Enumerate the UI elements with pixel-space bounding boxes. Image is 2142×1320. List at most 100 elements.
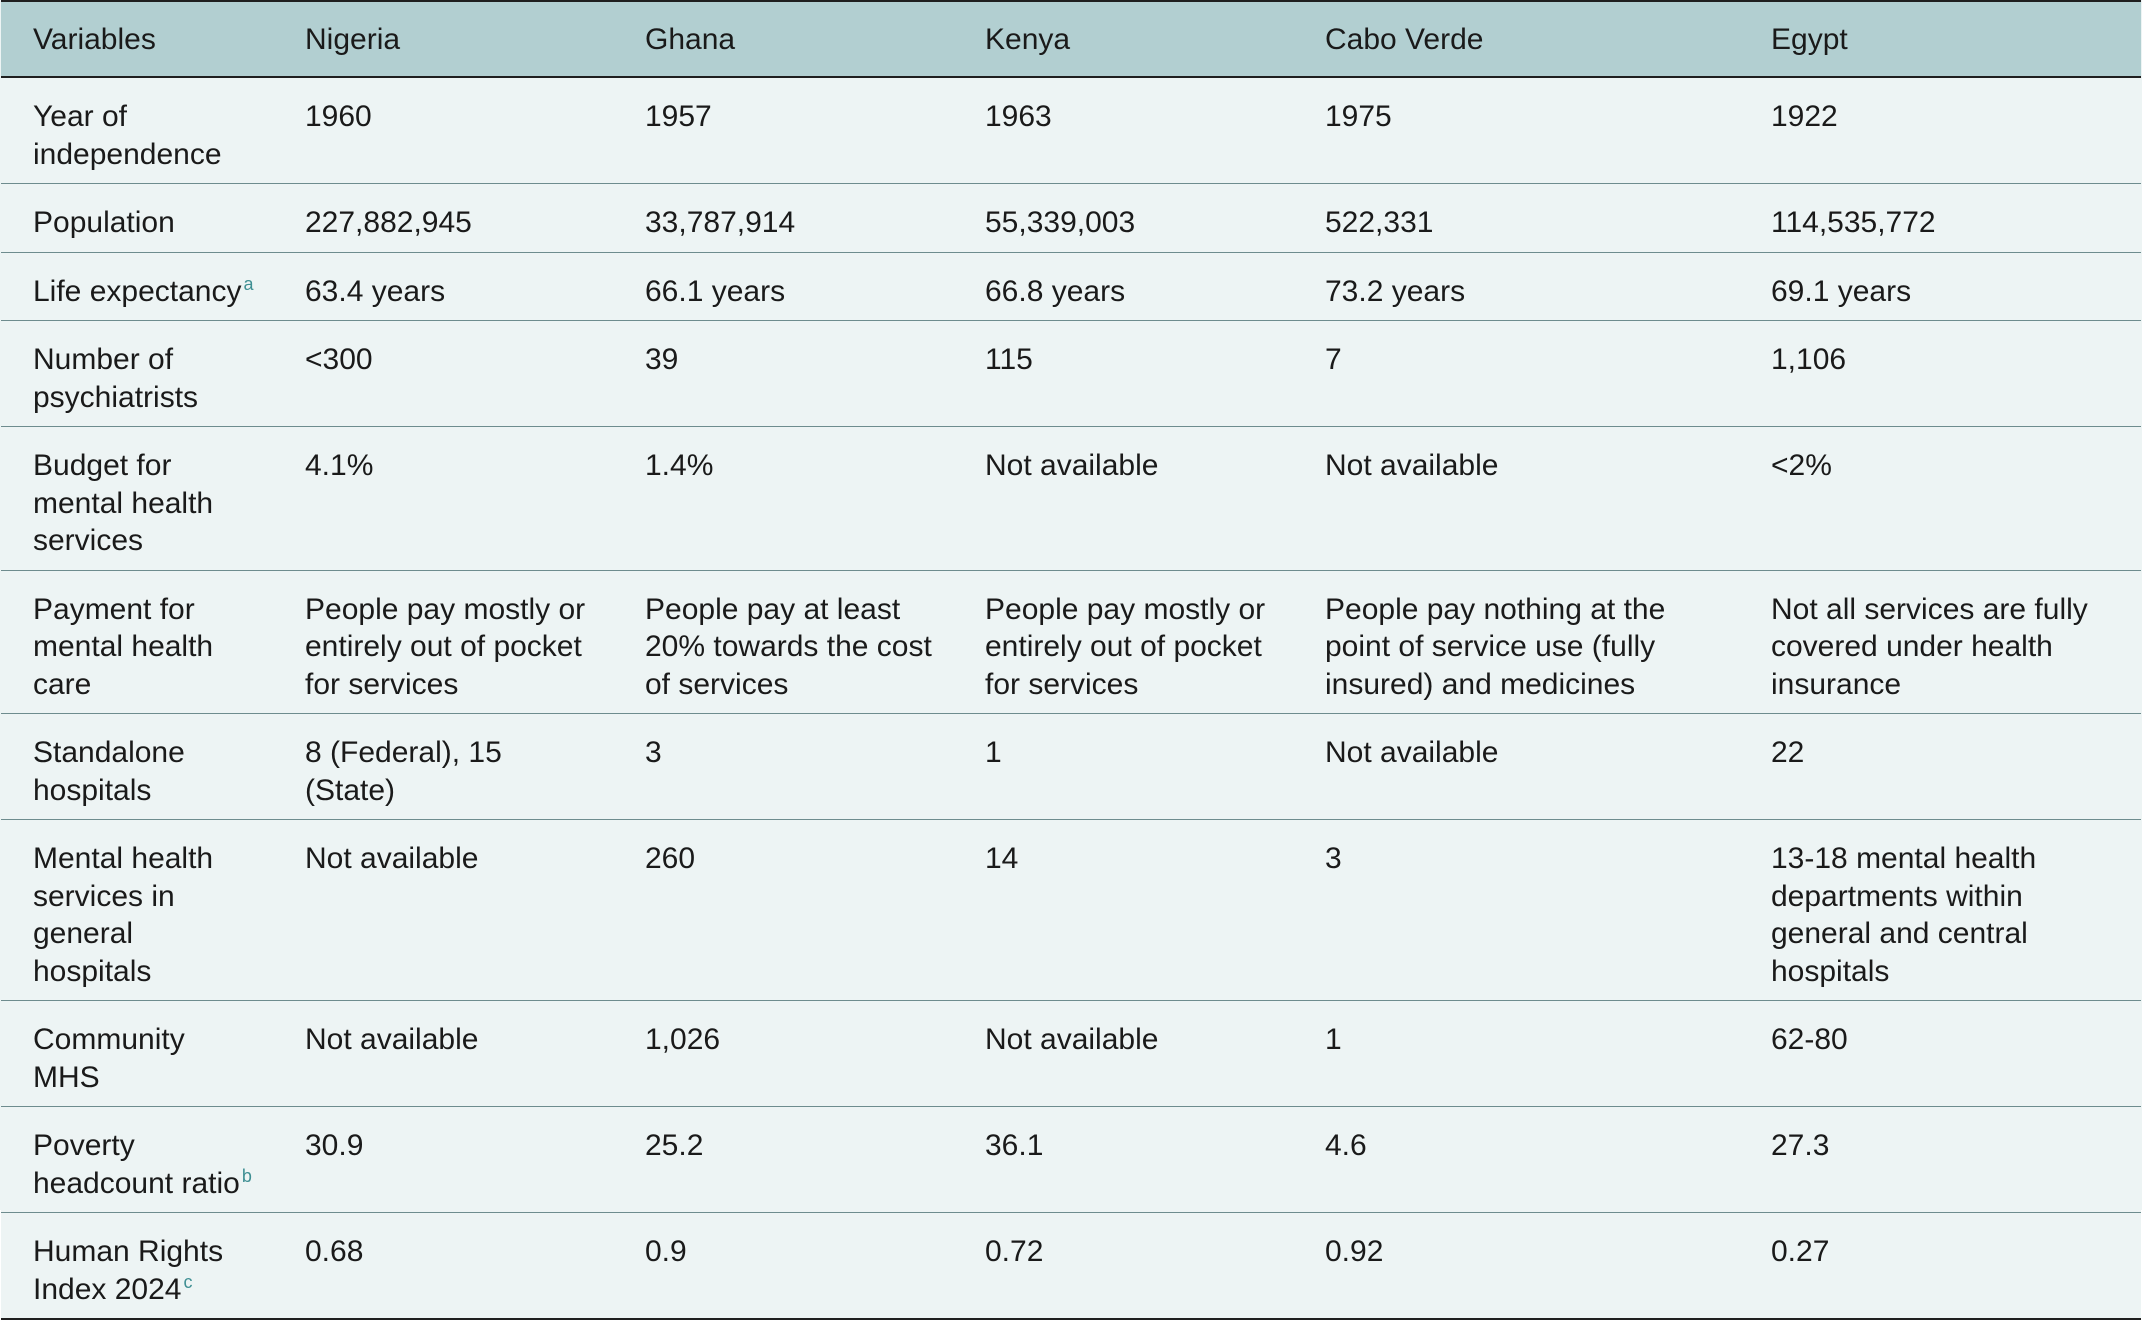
- table-cell: 1,106: [1739, 320, 2141, 427]
- table-cell: Not all services are fully covered under…: [1739, 570, 2141, 714]
- table-cell: 1975: [1293, 77, 1739, 184]
- footnote-marker: b: [241, 1165, 252, 1186]
- header-cell-nigeria: Nigeria: [273, 0, 613, 78]
- table-cell: 0.9: [613, 1212, 953, 1320]
- table-cell: <300: [273, 320, 613, 427]
- row-label: Budget for mental health services: [33, 449, 214, 557]
- table-cell: 63.4 years: [273, 252, 613, 321]
- row-label: Year of independence: [33, 100, 222, 171]
- table-cell: Not available: [273, 1000, 613, 1107]
- table-cell: 27.3: [1739, 1106, 2141, 1213]
- table-cell: 1960: [273, 77, 613, 184]
- table-cell: 8 (Federal), 15 (State): [273, 713, 613, 820]
- header-cell-cabo-verde: Cabo Verde: [1293, 0, 1739, 78]
- table-cell: 3: [1293, 819, 1739, 1001]
- table-row: Standalone hospitals 8 (Federal), 15 (Sta…: [1, 713, 2141, 820]
- table-cell: People pay mostly or entirely out of poc…: [953, 570, 1293, 714]
- table-cell: 13-18 mental health departments within g…: [1739, 819, 2141, 1001]
- row-label-cell: Year of independence: [1, 77, 273, 184]
- table-cell: 4.1%: [273, 426, 613, 571]
- table-row: Poverty headcount ratio b 30.9 25.2 36.1 4.6 2…: [1, 1106, 2141, 1213]
- table-cell: 227,882,945: [273, 183, 613, 253]
- table-cell: 55,339,003: [953, 183, 1293, 253]
- table-cell: <2%: [1739, 426, 2141, 571]
- table-cell: 30.9: [273, 1106, 613, 1213]
- table-cell: Not available: [953, 426, 1293, 571]
- table-cell: 0.72: [953, 1212, 1293, 1320]
- table-row: Human Rights Index 2024 c 0.68 0.9 0.72 0.92 0…: [1, 1212, 2141, 1320]
- table-cell: 522,331: [1293, 183, 1739, 253]
- table-cell: 1957: [613, 77, 953, 184]
- row-label-cell: Number of psychiatrists: [1, 320, 273, 427]
- table-cell: 22: [1739, 713, 2141, 820]
- row-label: Community MHS: [33, 1023, 185, 1094]
- row-label: Poverty headcount ratio: [33, 1129, 240, 1200]
- table-cell: 115: [953, 320, 1293, 427]
- row-label-cell: Standalone hospitals: [1, 713, 273, 820]
- row-label: Standalone hospitals: [33, 736, 185, 807]
- row-label-cell: Poverty headcount ratio b: [1, 1106, 273, 1213]
- table-cell: Not available: [1293, 713, 1739, 820]
- table-cell: 260: [613, 819, 953, 1001]
- table-cell: 0.68: [273, 1212, 613, 1320]
- header-cell-ghana: Ghana: [613, 0, 953, 78]
- header-row: Variables Nigeria Ghana Kenya Cabo Verde…: [1, 0, 2141, 78]
- row-label-cell: Mental health services in general hospit…: [1, 819, 273, 1001]
- table-cell: 1922: [1739, 77, 2141, 184]
- row-label: Population: [33, 206, 175, 239]
- table-cell: 66.8 years: [953, 252, 1293, 321]
- row-label: Mental health services in general hospit…: [33, 842, 214, 988]
- table-cell: 3: [613, 713, 953, 820]
- table-cell: People pay at least 20% towards the cost…: [613, 570, 953, 714]
- table-header: Variables Nigeria Ghana Kenya Cabo Verde…: [1, 0, 2141, 78]
- row-label: Payment for mental health care: [33, 592, 214, 701]
- row-label: Number of psychiatrists: [33, 343, 199, 414]
- table-cell: 39: [613, 320, 953, 427]
- row-label-cell: Life expectancy a: [1, 252, 273, 321]
- table-row: Budget for mental health services 4.1% 1.4…: [1, 426, 2141, 571]
- table-cell: Not available: [953, 1000, 1293, 1107]
- table-cell: 0.92: [1293, 1212, 1739, 1320]
- row-label-cell: Budget for mental health services: [1, 426, 273, 571]
- table-cell: 14: [953, 819, 1293, 1001]
- table-cell: 1.4%: [613, 426, 953, 571]
- table-cell: 0.27: [1739, 1212, 2141, 1320]
- table-cell: 4.6: [1293, 1106, 1739, 1213]
- row-label-cell: Population: [1, 183, 273, 253]
- table-cell: 1: [953, 713, 1293, 820]
- table-row: Population 227,882,945 33,787,914 55,339,00…: [1, 183, 2141, 253]
- table-row: Number of psychiatrists <300 39 115 7 1,106: [1, 320, 2141, 427]
- table-cell: 73.2 years: [1293, 252, 1739, 321]
- table-cell: People pay mostly or entirely out of poc…: [273, 570, 613, 714]
- table-cell: 69.1 years: [1739, 252, 2141, 321]
- table-cell: 62-80: [1739, 1000, 2141, 1107]
- row-label: Human Rights Index 2024: [33, 1235, 224, 1306]
- table-row: Community MHS Not available 1,026 Not avail…: [1, 1000, 2141, 1107]
- table-row: Payment for mental health care People pay…: [1, 570, 2141, 714]
- table-cell: 33,787,914: [613, 183, 953, 253]
- table-cell: Not available: [1293, 426, 1739, 571]
- table-cell: 1963: [953, 77, 1293, 184]
- row-label-cell: Human Rights Index 2024 c: [1, 1212, 273, 1320]
- row-label-cell: Community MHS: [1, 1000, 273, 1107]
- table-row: Year of independence 1960 1957 1963 1975 1922: [1, 77, 2141, 184]
- table-cell: People pay nothing at the point of servi…: [1293, 570, 1739, 714]
- table-cell: 25.2: [613, 1106, 953, 1213]
- row-label: Life expectancy: [33, 274, 242, 308]
- table-cell: 114,535,772: [1739, 183, 2141, 253]
- table-cell: 66.1 years: [613, 252, 953, 321]
- header-cell-variables: Variables: [1, 0, 273, 78]
- table-cell: Not available: [273, 819, 613, 1001]
- table-cell: 7: [1293, 320, 1739, 427]
- row-label-cell: Payment for mental health care: [1, 570, 273, 714]
- table-cell: 1,026: [613, 1000, 953, 1107]
- header-cell-egypt: Egypt: [1739, 0, 2141, 78]
- table-row: Mental health services in general hospit…: [1, 819, 2141, 1001]
- footnote-marker: c: [183, 1271, 193, 1292]
- table-cell: 36.1: [953, 1106, 1293, 1213]
- header-cell-kenya: Kenya: [953, 0, 1293, 78]
- footnote-marker: a: [243, 273, 254, 294]
- table-row: Life expectancy a 63.4 years 66.1 years 66.8…: [1, 252, 2141, 321]
